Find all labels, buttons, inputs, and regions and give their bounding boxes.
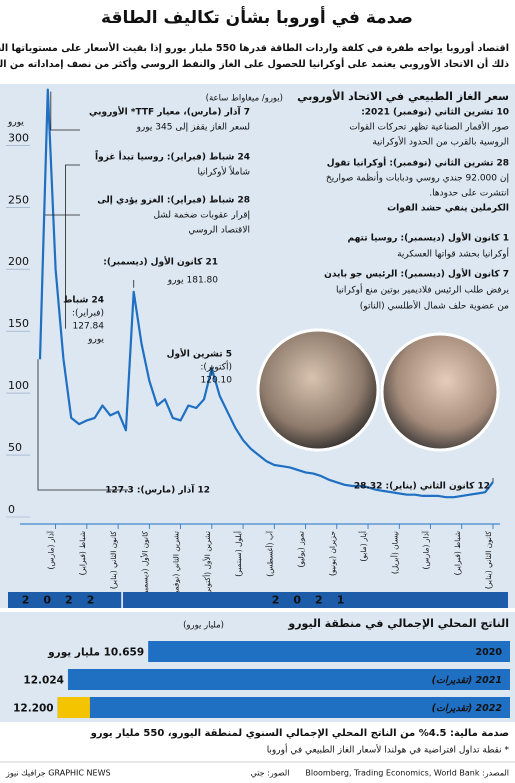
annotation: من عضوية حلف شمال الأطلسي (الناتو) [360,300,509,312]
source: المصدر: Bloomberg, Trading Economics, Wo… [305,769,509,778]
annotation: انتشرت على حدودها. [429,189,509,199]
x-tick-label: أيلول (سبتمبر) [233,531,243,577]
highlight-segment [57,697,90,718]
x-tick-label: كانون الثاني (يناير) [484,531,493,589]
chart-title: الناتج المحلي الإجمالي في منطقة اليورو [287,617,509,630]
x-tick-label: آذار (مارس) [46,530,56,569]
value-label: 12.200 [13,703,54,715]
subtitle: ذلك أن الاتحاد الأوروبي يعتمد على أوكران… [0,57,509,70]
x-tick-label: تموز (يوليو) [297,531,306,568]
photo-credit: الصور: جتي [251,769,290,778]
value-label: 12.024 [23,675,64,687]
year-label: 2022 [22,594,109,607]
leader-line [50,91,80,131]
annotation: يورو [87,335,104,345]
bar [148,641,510,662]
photo-putin [256,328,380,452]
annotation: 120.10 [201,376,233,386]
annotation: 181.80 يورو [167,276,218,286]
x-tick-label: آب (أغسطس) [264,530,274,577]
annotation: الكرملين ينفي حشد القوات [387,204,509,214]
footnote: * نقطة تداول افتراضية في هولندا لأسعار ا… [267,744,510,756]
chart-title: سعر الغاز الطبيعي في الاتحاد الأوروبي [297,89,509,103]
annotation: 24 شباط (فبراير): روسيا تبدأ غزواً [94,150,250,163]
annotation: لسعر الغاز يقفز إلى 345 يورو [136,123,250,133]
annotation: 28 شباط (فبراير): الغزو يؤدي إلى [97,196,250,206]
annotation: إقرار عقوبات ضخمة لشل [153,211,250,221]
y-tick-label: 300 [8,131,29,144]
y-tick-label: 0 [8,503,15,516]
annotation: 28 تشرين الثاني (نوفمبر): أوكرانيا تقول [327,157,509,169]
unit-label: (يورو/ ميغاواط ساعة) [206,94,283,104]
bar [67,669,510,690]
credit: جرافيك نيوز GRAPHIC NEWS [5,769,111,778]
annotation: 12 كانون الثاني (يناير): 28.32 [354,482,490,492]
leader-line [65,164,80,329]
y-tick-label: 150 [8,317,29,330]
bar-category: 2021 (تقديرات) [432,675,502,686]
annotation: أوكرانيا بحشد قواتها العسكرية [397,248,509,260]
annotation: الاقتصاد الروسي [188,226,250,236]
annotation: 24 شباط [63,296,104,306]
annotation: الروسية بالقرب من الحدود الأوكرانية [372,136,509,148]
bar [57,697,510,718]
x-tick-label: آذار (مارس) [421,530,431,569]
x-tick-label: تشرين الثاني (نوفمبر) [172,531,181,600]
annotation: 21 كانون الأول (ديسمبر): [103,256,218,268]
annotation: 5 تشرين الأول [167,348,232,360]
annotation: (فبراير): [72,309,104,319]
unit-label: (مليار يورو) [183,621,224,631]
y-tick-label: 100 [8,379,29,392]
annotation: 127.84 [73,322,105,332]
annotation: 10 تشرين الثاني (نوفمبر) 2021: [361,108,509,118]
annotation: يرفض طلب الرئيس فلاديمير بوتين منع أوكرا… [336,284,510,296]
bar-category: 2022 (تقديرات) [432,703,503,714]
annotation: 7 كانون الأول (ديسمبر): الرئيس جو بايدن [324,268,509,280]
leader-line [37,359,128,491]
subtitle: اقتصاد أوروبا يواجه طفرة في كلفة واردات … [0,41,509,54]
annotation: 12 آذار (مارس): 127.3 [105,484,210,496]
x-tick-label: كانون الثاني (يناير) [109,531,118,589]
y-tick-label: 200 [8,255,29,268]
bar-category: 2020 [476,647,503,658]
annotation: صور الأقمار الصناعية تظهر تحركات القوات [349,121,509,133]
x-tick-label: حزيران (يونيو) [328,531,337,576]
price-line [38,88,494,499]
x-tick-label: تشرين الأول (أكتوبر) [202,531,212,596]
y-axis-label: يورو [7,118,24,128]
photo-biden [380,332,500,452]
y-tick-label: 50 [8,441,22,454]
annotation: 7 آذار (مارس)، معيار TTF* الأوروبي [89,106,250,118]
x-tick-label: شباط (فبراير) [453,531,462,575]
x-tick-label: أيار (مايو) [358,531,368,562]
value-label: 10.659 مليار يورو [47,647,144,659]
annotation: (أكتوبر): [200,361,232,373]
footnote: صدمة مالية: 4.5% من الناتج المحلي الإجما… [90,728,509,739]
annotation: شاملاً لأوكرانيا [197,165,250,177]
annotation: إن 92.000 جندي روسي ودبابات وأنظمة صواري… [326,172,509,184]
x-tick-label: نيسان (أبريل) [389,531,399,574]
x-tick-label: شباط (فبراير) [78,531,87,575]
title: صدمة في أوروبا بشأن تكاليف الطاقة [101,6,413,28]
x-tick-label: كانون الأول (ديسمبر) [139,531,149,598]
y-tick-label: 250 [8,193,29,206]
annotation: 1 كانون الأول (ديسمبر): روسيا تتهم [348,232,509,244]
year-label: 2021 [272,594,359,607]
year-band [8,592,508,608]
